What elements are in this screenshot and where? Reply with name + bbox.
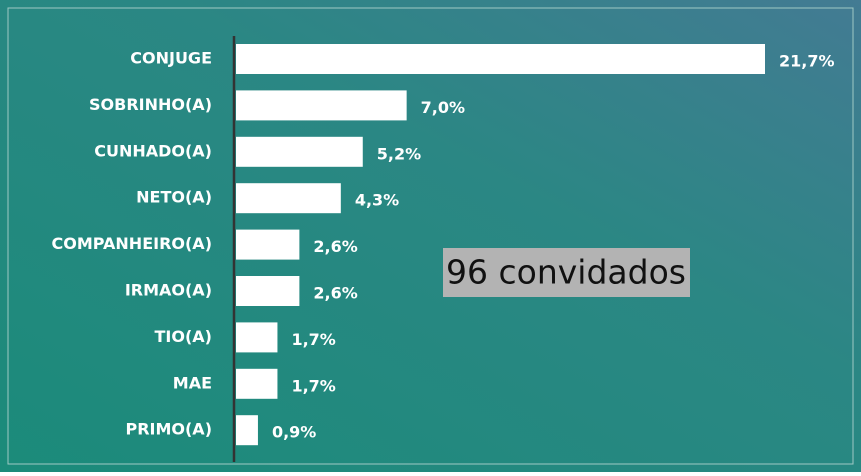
category-label: SOBRINHO(A) bbox=[89, 95, 212, 114]
bar bbox=[236, 276, 300, 306]
value-label: 5,2% bbox=[377, 144, 421, 163]
category-label: TIO(A) bbox=[155, 327, 212, 346]
category-label: CONJUGE bbox=[130, 49, 212, 68]
bar bbox=[236, 415, 258, 446]
value-label: 21,7% bbox=[779, 52, 835, 71]
category-label: MAE bbox=[173, 373, 212, 392]
value-label: 1,7% bbox=[291, 376, 335, 395]
value-label: 0,9% bbox=[272, 423, 316, 442]
annotation-box bbox=[443, 248, 690, 297]
frame bbox=[7, 7, 854, 465]
category-label: CUNHADO(A) bbox=[94, 141, 212, 160]
value-label: 1,7% bbox=[291, 330, 335, 349]
value-label: 2,6% bbox=[313, 237, 357, 256]
bar bbox=[236, 90, 407, 121]
category-label: PRIMO(A) bbox=[125, 420, 212, 439]
bar bbox=[236, 368, 278, 399]
category-label: NETO(A) bbox=[136, 188, 212, 207]
annotation: 96 convidados bbox=[446, 253, 686, 292]
category-label: COMPANHEIRO(A) bbox=[52, 234, 213, 253]
bar bbox=[236, 44, 765, 74]
bar bbox=[236, 229, 300, 260]
value-label: 7,0% bbox=[421, 98, 465, 117]
category-label: IRMAO(A) bbox=[125, 281, 212, 300]
bar bbox=[236, 183, 341, 214]
value-label: 2,6% bbox=[313, 284, 357, 303]
bar bbox=[236, 136, 363, 167]
value-label: 4,3% bbox=[355, 191, 399, 210]
bar bbox=[236, 322, 278, 353]
